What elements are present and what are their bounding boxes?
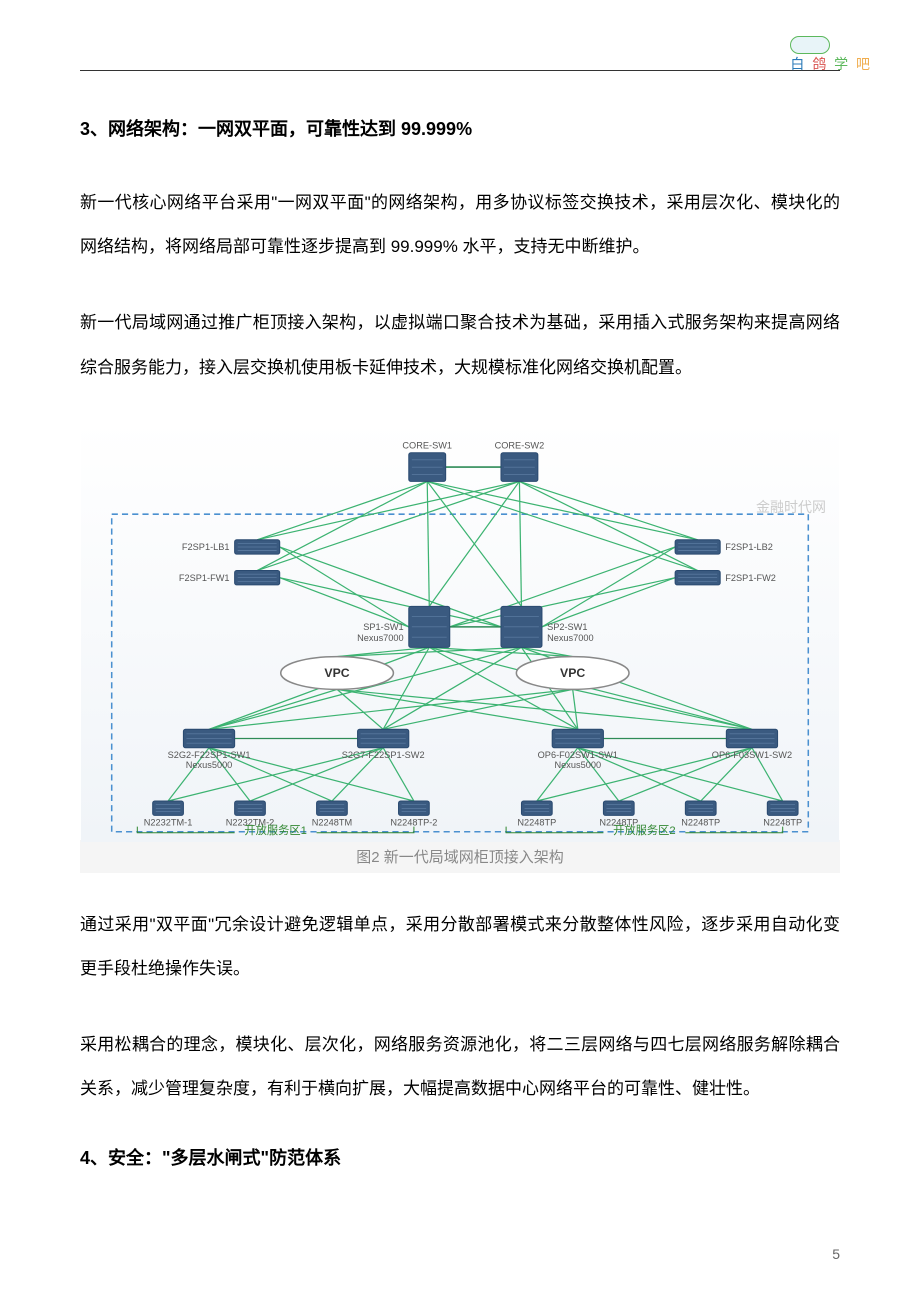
- svg-text:N2248TP: N2248TP: [763, 817, 802, 827]
- svg-text:F2SP1-LB1: F2SP1-LB1: [182, 542, 230, 552]
- svg-text:F2SP1-FW1: F2SP1-FW1: [179, 573, 230, 583]
- logo-char-3: 学: [834, 56, 850, 72]
- svg-text:Nexus7000: Nexus7000: [547, 633, 594, 643]
- svg-text:VPC: VPC: [324, 666, 349, 680]
- svg-text:F2SP1-LB2: F2SP1-LB2: [725, 542, 773, 552]
- network-diagram-figure: CORE-SW1 CORE-SW2 F2SP1-LB1 F2SP1-FW1 F2SP1-…: [80, 422, 840, 873]
- page-content: 3、网络架构：一网双平面，可靠性达到 99.999% 新一代核心网络平台采用"一…: [80, 115, 840, 1210]
- logo-badge-icon: [790, 36, 830, 54]
- svg-text:F2SP1-FW2: F2SP1-FW2: [725, 573, 776, 583]
- svg-text:SP1-SW1: SP1-SW1: [363, 622, 403, 632]
- paragraph-3: 通过采用"双平面"冗余设计避免逻辑单点，采用分散部署模式来分散整体性风险，逐步采…: [80, 903, 840, 991]
- svg-text:SP2-SW1: SP2-SW1: [547, 622, 587, 632]
- figure-caption: 图2 新一代局域网柜顶接入架构: [80, 840, 840, 873]
- svg-text:开放服务区2: 开放服务区2: [613, 823, 676, 837]
- section-heading-3: 3、网络架构：一网双平面，可靠性达到 99.999%: [80, 115, 840, 141]
- svg-text:OP6-F02SW1-SW1: OP6-F02SW1-SW1: [538, 750, 618, 760]
- figure-watermark: 金融时代网: [756, 497, 826, 517]
- svg-text:N2248TP: N2248TP: [681, 817, 720, 827]
- svg-text:Nexus7000: Nexus7000: [357, 633, 404, 643]
- logo-char-2: 鸽: [812, 56, 828, 72]
- svg-text:Nexus5000: Nexus5000: [555, 760, 602, 770]
- svg-text:N2248TM: N2248TM: [312, 817, 352, 827]
- page-number: 5: [832, 1246, 840, 1262]
- paragraph-4: 采用松耦合的理念，模块化、层次化，网络服务资源池化，将二三层网络与四七层网络服务…: [80, 1023, 840, 1111]
- svg-text:VPC: VPC: [560, 666, 585, 680]
- header-rule: [80, 70, 840, 71]
- logo-char-4: 吧: [856, 56, 872, 72]
- svg-text:Nexus5000: Nexus5000: [186, 760, 233, 770]
- svg-text:S2G7-F22SP1-SW2: S2G7-F22SP1-SW2: [342, 750, 425, 760]
- logo-char-1: 白: [790, 56, 806, 72]
- paragraph-2: 新一代局域网通过推广柜顶接入架构，以虚拟端口聚合技术为基础，采用插入式服务架构来…: [80, 301, 840, 389]
- svg-text:CORE-SW1: CORE-SW1: [402, 440, 452, 450]
- paragraph-1: 新一代核心网络平台采用"一网双平面"的网络架构，用多协议标签交换技术，采用层次化…: [80, 181, 840, 269]
- svg-text:N2248TP: N2248TP: [517, 817, 556, 827]
- svg-text:N2248TP-2: N2248TP-2: [390, 817, 437, 827]
- section-heading-4: 4、安全："多层水闸式"防范体系: [80, 1144, 840, 1170]
- svg-text:OP6-F03SW1-SW2: OP6-F03SW1-SW2: [712, 750, 792, 760]
- brand-logo: 白 鸽 学 吧: [790, 36, 872, 74]
- svg-text:CORE-SW2: CORE-SW2: [495, 440, 545, 450]
- svg-text:S2G2-F22SP1-SW1: S2G2-F22SP1-SW1: [168, 750, 251, 760]
- svg-text:开放服务区1: 开放服务区1: [244, 823, 307, 837]
- network-topology-svg: CORE-SW1 CORE-SW2 F2SP1-LB1 F2SP1-FW1 F2SP1-…: [80, 422, 840, 842]
- svg-text:N2232TM-1: N2232TM-1: [144, 817, 193, 827]
